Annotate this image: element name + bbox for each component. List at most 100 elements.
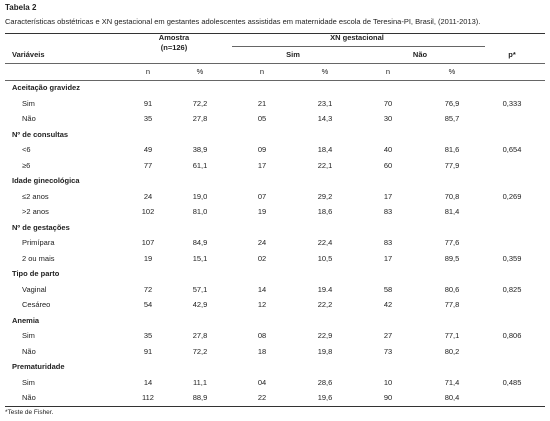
cell: 08 bbox=[257, 331, 267, 340]
cell: 72,2 bbox=[192, 346, 208, 356]
cell: 83 bbox=[383, 207, 393, 216]
cell: 49 bbox=[143, 145, 153, 154]
header-cell: Amostra bbox=[158, 33, 190, 42]
header-cell: Sim bbox=[286, 50, 300, 59]
cell: 17 bbox=[383, 191, 393, 201]
cell: 19,6 bbox=[317, 393, 333, 402]
header-cell: Não bbox=[412, 50, 428, 59]
cell: 91 bbox=[143, 98, 153, 108]
subheader-cell: n bbox=[259, 67, 265, 76]
cell: 19,8 bbox=[317, 346, 333, 356]
cell: 22,4 bbox=[317, 238, 333, 247]
p-value: 0,269 bbox=[502, 191, 522, 201]
cell: 21 bbox=[257, 98, 267, 108]
cell: 80,2 bbox=[444, 346, 460, 356]
section-title: Nº de consultas bbox=[12, 129, 69, 139]
cell: 17 bbox=[257, 160, 267, 170]
cell: 81,6 bbox=[444, 145, 460, 154]
cell: 30 bbox=[383, 114, 393, 123]
cell: 89,5 bbox=[444, 253, 460, 263]
section-title: Prematuridade bbox=[12, 362, 65, 371]
row-label: Sim bbox=[22, 377, 35, 387]
section-title: Idade ginecológica bbox=[12, 176, 80, 185]
cell: 80,4 bbox=[444, 393, 460, 402]
cell: 35 bbox=[143, 114, 153, 123]
subheader-cell: n bbox=[145, 67, 151, 76]
cell: 19,0 bbox=[192, 191, 208, 201]
cell: 70,8 bbox=[444, 191, 460, 201]
cell: 04 bbox=[257, 377, 267, 387]
row-label: Vaginal bbox=[22, 284, 47, 294]
cell: 14,3 bbox=[317, 114, 333, 123]
cell: 11,1 bbox=[192, 377, 208, 387]
cell: 81,0 bbox=[192, 207, 208, 216]
cell: 22 bbox=[257, 393, 267, 402]
cell: 90 bbox=[383, 393, 393, 402]
row-label: Primípara bbox=[22, 238, 55, 247]
cell: 22,1 bbox=[317, 160, 333, 170]
cell: 107 bbox=[141, 238, 155, 247]
row-label: ≥6 bbox=[22, 160, 31, 170]
cell: 14 bbox=[143, 377, 153, 387]
cell: 72 bbox=[143, 284, 153, 294]
p-value: 0,485 bbox=[502, 377, 522, 387]
cell: 60 bbox=[383, 160, 393, 170]
p-value: 0,333 bbox=[502, 98, 522, 108]
rule bbox=[5, 33, 545, 34]
cell: 88,9 bbox=[192, 393, 208, 402]
row-label: Sim bbox=[22, 98, 35, 108]
cell: 12 bbox=[257, 300, 267, 309]
cell: 80,6 bbox=[444, 284, 460, 294]
rule bbox=[232, 46, 485, 47]
cell: 24 bbox=[257, 238, 267, 247]
row-label: Sim bbox=[22, 331, 35, 340]
cell: 19 bbox=[257, 207, 267, 216]
cell: 19 bbox=[143, 253, 153, 263]
cell: 24 bbox=[143, 191, 153, 201]
row-label: ≤2 anos bbox=[22, 191, 49, 201]
p-value: 0,359 bbox=[502, 253, 522, 263]
cell: 10 bbox=[383, 377, 393, 387]
cell: 72,2 bbox=[192, 98, 208, 108]
caption: Características obstétricas e XN gestaci… bbox=[5, 17, 481, 26]
subheader-cell: n bbox=[385, 67, 391, 76]
p-value: 0,825 bbox=[502, 284, 522, 294]
cell: 112 bbox=[142, 393, 154, 402]
cell: 83 bbox=[383, 238, 393, 247]
header-cell: XN gestacional bbox=[330, 33, 384, 42]
cell: 17 bbox=[383, 253, 393, 263]
cell: 18 bbox=[257, 346, 267, 356]
section-title: Anemia bbox=[12, 315, 40, 325]
cell: 58 bbox=[383, 284, 393, 294]
cell: 61,1 bbox=[192, 160, 208, 170]
header-cell: p* bbox=[508, 50, 516, 59]
cell: 77,9 bbox=[444, 160, 460, 170]
cell: 40 bbox=[383, 145, 393, 154]
row-label: <6 bbox=[22, 145, 31, 154]
subheader-cell: % bbox=[321, 67, 329, 76]
table-label: Tabela 2 bbox=[5, 3, 37, 12]
cell: 54 bbox=[143, 300, 153, 309]
cell: 27,8 bbox=[192, 114, 208, 123]
cell: 102 bbox=[141, 207, 155, 216]
cell: 57,1 bbox=[192, 284, 208, 294]
cell: 09 bbox=[257, 145, 267, 154]
footnote: *Teste de Fisher. bbox=[5, 409, 54, 416]
subheader-cell: % bbox=[196, 67, 204, 76]
cell: 10,5 bbox=[317, 253, 333, 263]
cell: 35 bbox=[143, 331, 153, 340]
cell: 84,9 bbox=[192, 238, 208, 247]
cell: 27 bbox=[383, 331, 393, 340]
header-cell: (n=126) bbox=[160, 43, 188, 52]
cell: 42 bbox=[383, 300, 393, 309]
cell: 22,2 bbox=[317, 300, 333, 309]
row-label: Cesáreo bbox=[22, 300, 51, 309]
cell: 27,8 bbox=[192, 331, 208, 340]
cell: 15,1 bbox=[192, 253, 208, 263]
cell: 05 bbox=[257, 114, 267, 123]
p-value: 0,806 bbox=[502, 331, 522, 340]
section-title: Tipo de parto bbox=[12, 269, 60, 278]
cell: 29,2 bbox=[317, 191, 333, 201]
rule bbox=[5, 63, 545, 64]
